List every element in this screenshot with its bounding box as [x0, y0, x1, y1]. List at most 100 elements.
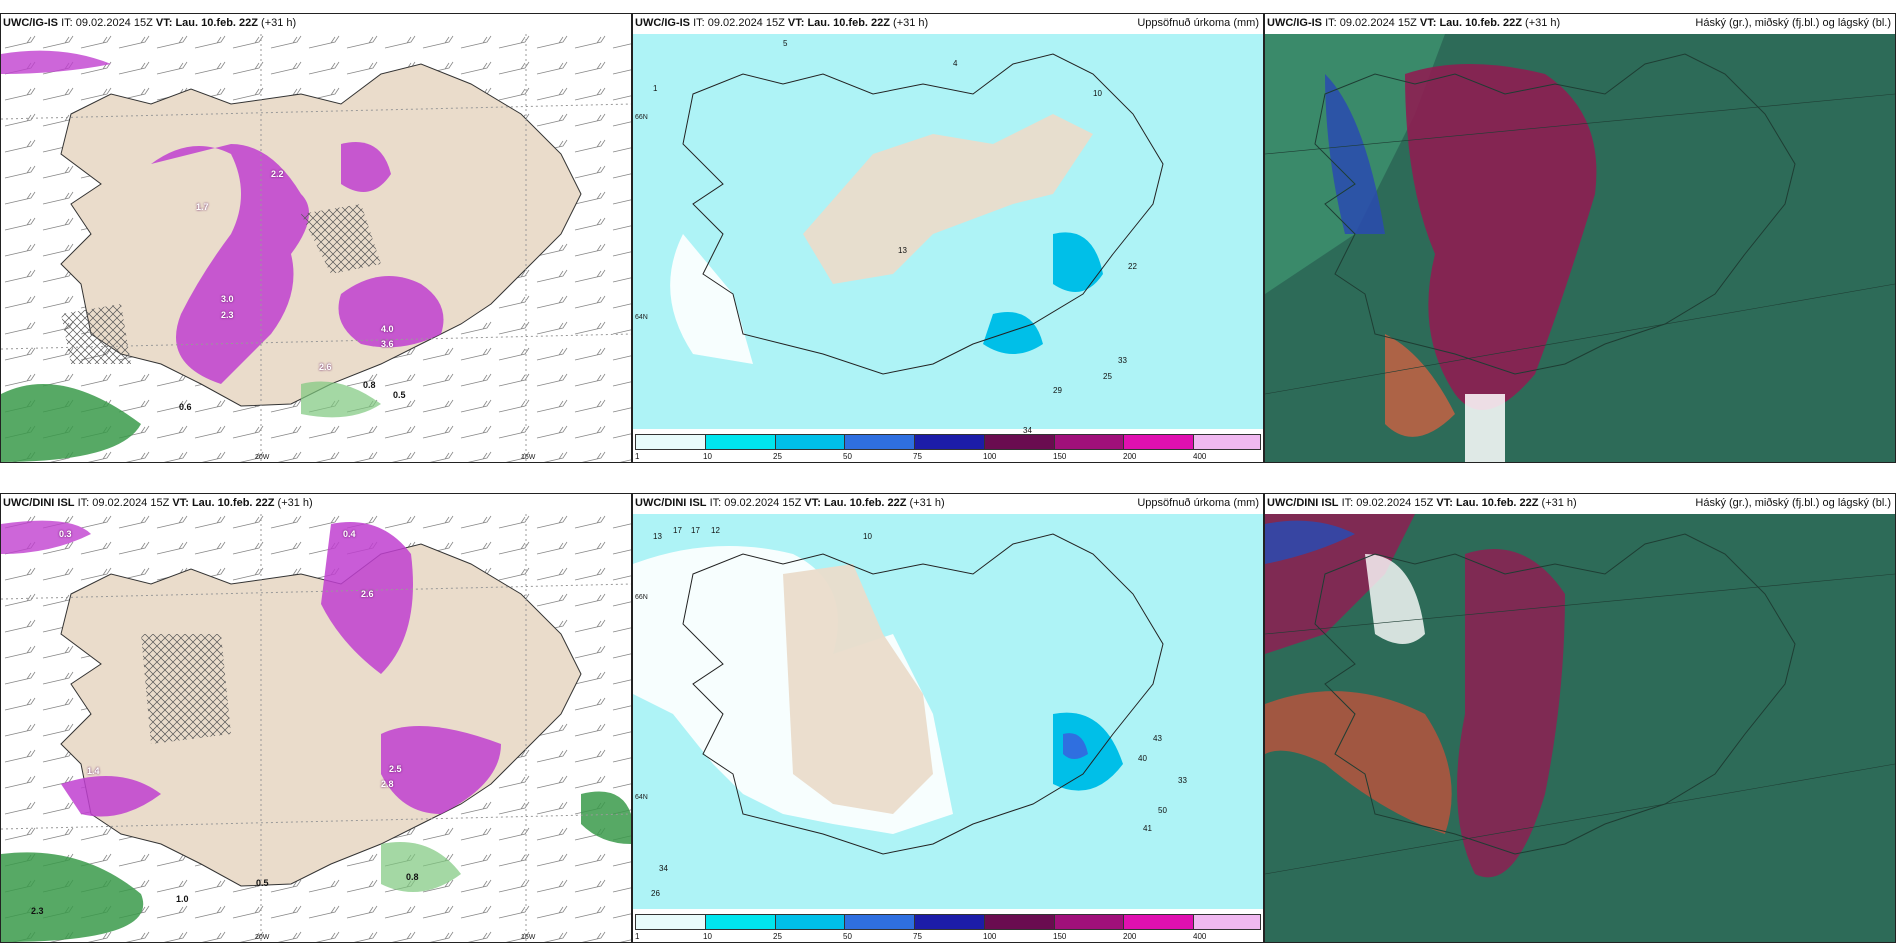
panel-precip-type-ig: UWC/IG-IS IT: 09.02.2024 15Z VT: Lau. 10…	[0, 13, 632, 463]
colorbar-tick: 100	[983, 452, 997, 461]
accum-label: 13	[653, 532, 662, 541]
colorbar-swatch	[1194, 435, 1261, 449]
panel-precip-type-dini: UWC/DINI ISL IT: 09.02.2024 15Z VT: Lau.…	[0, 493, 632, 943]
cloud-cover-map	[1265, 34, 1895, 462]
vt-label: VT:	[804, 497, 821, 509]
panel-header: UWC/DINI ISL IT: 09.02.2024 15Z VT: Lau.…	[1, 494, 631, 514]
accum-label: 13	[898, 246, 907, 255]
lon-label: 15W	[521, 454, 536, 461]
vt-label: VT:	[1436, 497, 1453, 509]
panel-header: UWC/IG-IS IT: 09.02.2024 15Z VT: Lau. 10…	[1265, 14, 1895, 34]
it-value: 09.02.2024 15Z	[1339, 17, 1417, 29]
panel-header: UWC/IG-IS IT: 09.02.2024 15Z VT: Lau. 10…	[1, 14, 631, 34]
colorbar-swatches	[635, 914, 1261, 930]
accum-precip-map	[633, 514, 1263, 909]
colorbar-tick: 200	[1123, 452, 1137, 461]
lon-label: 20W	[255, 454, 270, 461]
vt-value: Lau. 10.feb. 22Z	[175, 17, 258, 29]
vt-label: VT:	[1419, 17, 1437, 29]
colorbar-tick: 1	[635, 932, 640, 941]
vt-label: VT:	[155, 17, 173, 29]
precip-label: 0.4	[343, 529, 356, 539]
precip-label: 1.7	[196, 202, 209, 212]
colorbar-tick: 75	[913, 452, 922, 461]
it-value: 09.02.2024 15Z	[75, 17, 153, 29]
colorbar-swatch	[775, 915, 846, 929]
lead-time: (+31 h)	[893, 17, 929, 29]
colorbar-tick: 400	[1193, 452, 1207, 461]
colorbar-tick: 150	[1053, 932, 1067, 941]
it-label: IT:	[77, 497, 90, 509]
lat-label: 66N	[635, 114, 648, 121]
panel-cloud-cover-dini: UWC/DINI ISL IT: 09.02.2024 15Z VT: Lau.…	[1264, 493, 1896, 943]
colorbar-tick: 25	[773, 932, 782, 941]
accum-label: 5	[783, 39, 788, 48]
accum-label: 26	[651, 889, 660, 898]
colorbar-swatch	[636, 915, 706, 929]
precip-label: 0.6	[179, 402, 192, 412]
lead-time: (+31 h)	[277, 497, 313, 509]
colorbar-tick: 10	[703, 932, 712, 941]
colorbar-tick: 1	[635, 452, 640, 461]
vt-value: Lau. 10.feb. 22Z	[1455, 497, 1539, 509]
accum-label: 40	[1138, 754, 1147, 763]
precip-label: 0.3	[59, 529, 72, 539]
colorbar-swatch	[915, 435, 985, 449]
panel-header: UWC/DINI ISL IT: 09.02.2024 15Z VT: Lau.…	[633, 494, 1263, 514]
model-name: UWC/IG-IS	[3, 17, 58, 29]
model-name: UWC/DINI ISL	[1267, 497, 1339, 509]
lead-time: (+31 h)	[1525, 17, 1561, 29]
accum-label: 4	[953, 59, 958, 68]
accum-label: 29	[1053, 386, 1062, 395]
precip-label: 0.8	[406, 872, 419, 882]
vt-value: Lau. 10.feb. 22Z	[823, 497, 907, 509]
colorbar-swatch	[1124, 435, 1195, 449]
precip-label: 2.8	[381, 779, 394, 789]
precip-label: 2.6	[319, 362, 332, 372]
accum-label: 22	[1128, 262, 1137, 271]
it-label: IT:	[1341, 497, 1354, 509]
accum-label: 41	[1143, 824, 1152, 833]
it-label: IT:	[1325, 17, 1337, 29]
precip-label: 4.0	[381, 324, 394, 334]
colorbar-swatch	[845, 435, 916, 449]
map-title: Uppsöfnuð úrkoma (mm)	[1137, 17, 1259, 29]
model-name: UWC/IG-IS	[635, 17, 690, 29]
accum-label: 43	[1153, 734, 1162, 743]
accum-label: 33	[1178, 776, 1187, 785]
panel-header: UWC/DINI ISL IT: 09.02.2024 15Z VT: Lau.…	[1265, 494, 1895, 514]
precip-label: 1.0	[176, 894, 189, 904]
colorbar-swatch	[1124, 915, 1195, 929]
model-name: UWC/IG-IS	[1267, 17, 1322, 29]
colorbar-swatch	[705, 915, 776, 929]
precip-label: 2.3	[221, 310, 234, 320]
it-value: 09.02.2024 15Z	[92, 497, 170, 509]
it-label: IT:	[709, 497, 722, 509]
accum-label: 50	[1158, 806, 1167, 815]
accum-label: 33	[1118, 356, 1127, 365]
colorbar-swatch	[636, 435, 706, 449]
map-title: Háský (gr.), miðský (fj.bl.) og lágský (…	[1695, 497, 1891, 509]
colorbar-swatch	[775, 435, 846, 449]
colorbar-tick: 150	[1053, 452, 1067, 461]
model-name: UWC/DINI ISL	[635, 497, 707, 509]
accum-precip-map	[633, 34, 1263, 429]
colorbar-swatch	[915, 915, 985, 929]
colorbar-tick: 50	[843, 452, 852, 461]
cloud-cover-map	[1265, 514, 1895, 942]
colorbar-tick: 200	[1123, 932, 1137, 941]
precip-label: 1.4	[87, 766, 100, 776]
panel-accum-precip-ig: UWC/IG-IS IT: 09.02.2024 15Z VT: Lau. 10…	[632, 13, 1264, 463]
colorbar-swatch	[1054, 435, 1125, 449]
accum-label: 34	[1023, 426, 1032, 435]
colorbar-tick: 75	[913, 932, 922, 941]
map-title: Uppsöfnuð úrkoma (mm)	[1137, 497, 1259, 509]
panel-header: UWC/IG-IS IT: 09.02.2024 15Z VT: Lau. 10…	[633, 14, 1263, 34]
colorbar-swatch	[984, 915, 1055, 929]
colorbar-swatches	[635, 434, 1261, 450]
vt-value: Lau. 10.feb. 22Z	[807, 17, 890, 29]
accum-label: 10	[863, 532, 872, 541]
lon-label: 15W	[521, 934, 536, 941]
vt-value: Lau. 10.feb. 22Z	[1439, 17, 1522, 29]
colorbar: 1 10 25 50 75 100 150 200 400	[633, 914, 1263, 942]
